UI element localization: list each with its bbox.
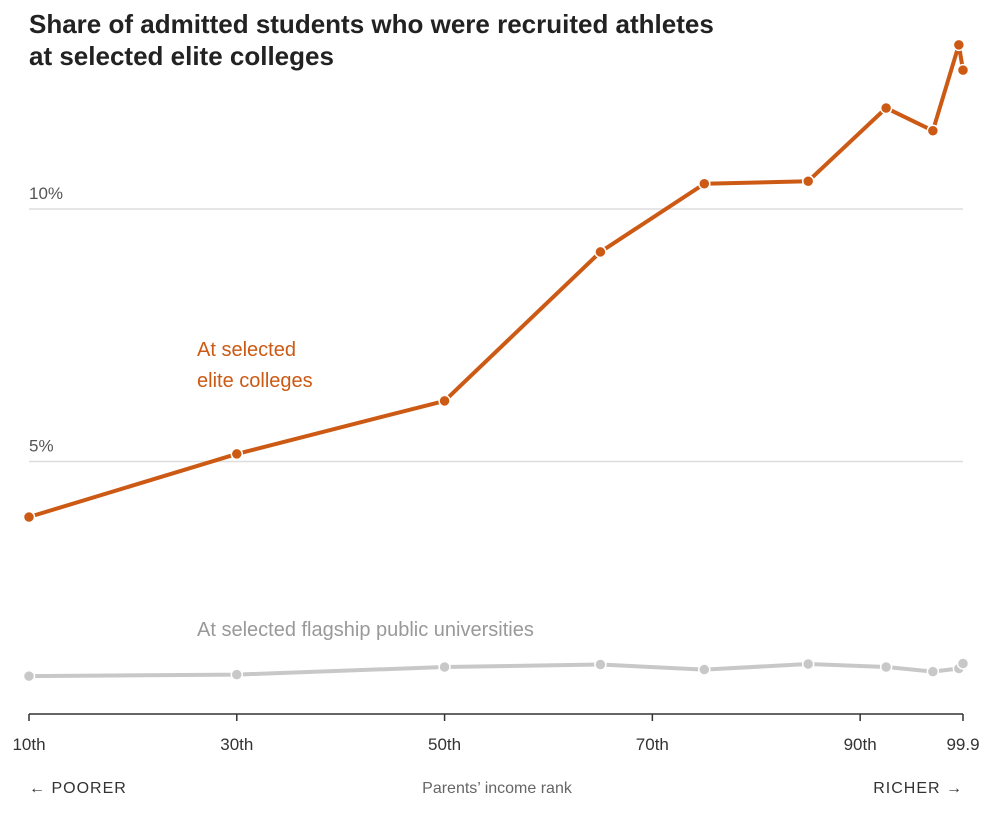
x-left-label: ← POORER	[29, 780, 127, 797]
chart-title: Share of admitted students who were recr…	[29, 9, 714, 71]
gridlines: 5% 10%	[29, 184, 963, 463]
series-0-point-4	[698, 177, 711, 190]
x-tick-label-4: 90th	[844, 735, 877, 754]
series-line-0	[27, 42, 965, 519]
series-1-point-1	[230, 668, 244, 681]
series-0-point-5	[801, 174, 815, 188]
x-tick-label-0: 10th	[12, 735, 45, 754]
series-1-point-3	[594, 658, 607, 671]
legend-elite-colleges-line-0: At selected	[197, 339, 296, 361]
series-1-point-0	[22, 669, 36, 683]
y-gridline-label-0: 5%	[29, 437, 54, 456]
x-tick-label-3: 70th	[636, 735, 669, 754]
legend-flagship-public-line-0: At selected flagship public universities	[197, 619, 534, 641]
series-1-point-7	[926, 665, 940, 678]
x-tick-label-1: 30th	[220, 735, 253, 754]
series-lines	[22, 38, 970, 683]
series-line-1	[27, 661, 965, 679]
series-0-point-8	[952, 38, 966, 52]
series-1-point-9	[956, 657, 970, 670]
x-tick-label-5: 99.9	[946, 735, 979, 754]
series-0-point-3	[594, 245, 607, 259]
series-1-point-4	[698, 663, 711, 676]
x-tick-label-2: 50th	[428, 735, 461, 754]
series-0-point-7	[926, 124, 940, 137]
x-axis: 10th 30th 50th 70th 90th 99.9 ← POORER RICHER →…	[12, 713, 980, 797]
x-right-label: RICHER →	[873, 780, 963, 797]
series-0-point-1	[230, 447, 244, 461]
x-axis-title: Parents’ income rank	[422, 780, 573, 797]
series-0-point-0	[22, 510, 36, 524]
annotations: At selected elite colleges At selected fla…	[197, 339, 534, 641]
legend-elite-colleges-line-1: elite colleges	[197, 370, 313, 392]
y-gridline-label-1: 10%	[29, 184, 63, 203]
series-0-point-2	[438, 394, 451, 408]
series-0-point-6	[879, 101, 893, 115]
series-0-point-9	[956, 63, 970, 77]
series-1-point-2	[438, 660, 451, 674]
series-1-point-5	[801, 657, 815, 671]
series-1-point-6	[879, 660, 893, 674]
